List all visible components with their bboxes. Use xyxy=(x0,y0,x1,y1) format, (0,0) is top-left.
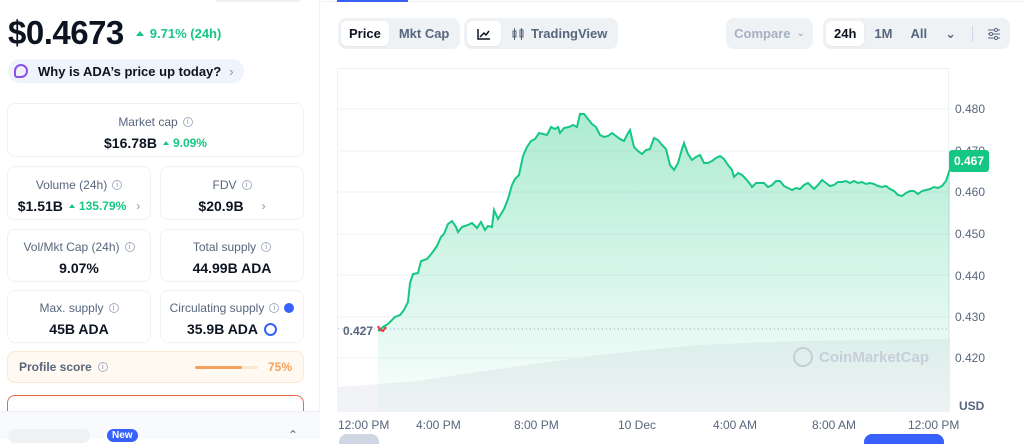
supply-progress-ring-icon xyxy=(264,322,278,336)
chart-panel: Price Mkt Cap TradingView Compare ⌄ 24h … xyxy=(321,0,1025,444)
ai-chat-icon xyxy=(14,64,28,78)
x-tick: 12:00 PM xyxy=(908,418,960,432)
total-supply-card: Total supply i 44.99B ADA xyxy=(160,229,304,282)
price-change-24h: 9.71% (24h) xyxy=(135,26,221,41)
tab-mkt-cap[interactable]: Mkt Cap xyxy=(398,26,450,41)
circulating-supply-card: Circulating supply i 35.9B ADA xyxy=(160,290,304,343)
x-tick: 8:00 PM xyxy=(514,418,559,432)
chevron-right-icon: › xyxy=(136,199,141,213)
range-1m[interactable]: 1M xyxy=(874,26,893,41)
line-chart-icon xyxy=(477,28,490,40)
y-tick: 0.450 xyxy=(955,227,986,241)
y-tick: 0.440 xyxy=(955,269,986,283)
price-mktcap-toggle: Price Mkt Cap xyxy=(338,18,461,49)
coinmarketcap-watermark: CoinMarketCap xyxy=(793,347,929,367)
chevron-right-icon: › xyxy=(229,63,234,79)
active-tab-indicator xyxy=(337,0,408,2)
profile-score-bar xyxy=(194,365,258,369)
chart-settings-button[interactable] xyxy=(981,21,1007,46)
range-scrubber-right[interactable] xyxy=(864,434,944,444)
bottom-tab-pill[interactable] xyxy=(8,429,90,443)
chevron-right-icon: › xyxy=(261,199,266,213)
info-icon[interactable]: i xyxy=(182,117,193,127)
range-24h[interactable]: 24h xyxy=(826,21,865,46)
range-scrubber-left[interactable] xyxy=(339,434,379,444)
divider xyxy=(321,1,1025,2)
x-tick: 12:00 PM xyxy=(338,418,390,432)
volume-card[interactable]: Volume (24h) i $1.51B 135.79% › xyxy=(7,166,151,220)
chevron-down-icon: ⌄ xyxy=(796,28,805,39)
price-row: $0.4673 9.71% (24h) xyxy=(8,14,221,52)
verified-badge-icon xyxy=(284,303,295,313)
caret-up-icon xyxy=(135,30,144,36)
x-tick: 4:00 AM xyxy=(713,418,758,432)
candlestick-icon xyxy=(512,27,524,40)
fdv-card[interactable]: FDV i $20.9B › xyxy=(160,166,304,220)
market-cap-card: Market cap i $16.78B 9.09% xyxy=(7,103,304,157)
vol-mkt-cap-card: Vol/Mkt Cap (24h) i 9.07% xyxy=(7,229,151,282)
profile-score[interactable]: Profile score i 75% xyxy=(7,351,304,383)
chart-type-toggle: TradingView xyxy=(464,18,619,49)
why-price-up-button[interactable]: Why is ADA’s price up today? › xyxy=(8,59,244,83)
new-badge: New xyxy=(107,429,138,442)
chevron-up-icon[interactable]: ⌃ xyxy=(288,428,299,442)
bottom-bar: New ⌃ xyxy=(0,411,320,443)
top-tab-stub xyxy=(215,0,300,2)
y-tick: 0.420 xyxy=(955,351,986,365)
info-icon[interactable]: i xyxy=(124,242,135,252)
caret-up-icon xyxy=(68,204,75,208)
range-all[interactable]: All xyxy=(910,26,928,41)
info-icon[interactable]: i xyxy=(112,180,123,190)
x-tick: 10 Dec xyxy=(618,418,657,432)
coinmarketcap-logo-icon xyxy=(793,347,813,367)
y-tick: 0.480 xyxy=(955,102,986,116)
compare-dropdown[interactable]: Compare ⌄ xyxy=(726,18,813,49)
info-icon[interactable]: i xyxy=(269,303,280,313)
caret-up-icon xyxy=(162,141,169,145)
x-tick: 8:00 AM xyxy=(812,418,857,432)
tab-price[interactable]: Price xyxy=(341,21,389,46)
y-tick: 0.460 xyxy=(955,185,986,199)
info-icon[interactable]: i xyxy=(97,362,108,372)
line-chart-button[interactable] xyxy=(467,21,501,46)
divider xyxy=(972,25,973,42)
range-more-dropdown[interactable]: ⌄ xyxy=(937,21,964,46)
current-price-badge: 0.467 xyxy=(949,150,990,172)
chevron-down-icon: ⌄ xyxy=(945,25,956,41)
tradingview-button[interactable]: TradingView xyxy=(503,21,615,46)
open-price-label: 0.427 xyxy=(343,324,374,338)
range-selector: 24h 1M All ⌄ xyxy=(823,18,1010,49)
axis-unit-label: USD xyxy=(959,399,985,413)
info-icon[interactable]: i xyxy=(241,180,252,190)
info-icon[interactable]: i xyxy=(261,242,272,252)
info-icon[interactable]: i xyxy=(108,303,119,313)
current-price: $0.4673 xyxy=(8,14,124,51)
max-supply-card: Max. supply i 45B ADA xyxy=(7,290,151,343)
x-tick: 4:00 PM xyxy=(416,418,461,432)
sliders-icon xyxy=(988,27,1000,40)
coin-stats-panel: $0.4673 9.71% (24h) Why is ADA’s price u… xyxy=(0,0,320,443)
y-tick: 0.430 xyxy=(955,310,986,324)
